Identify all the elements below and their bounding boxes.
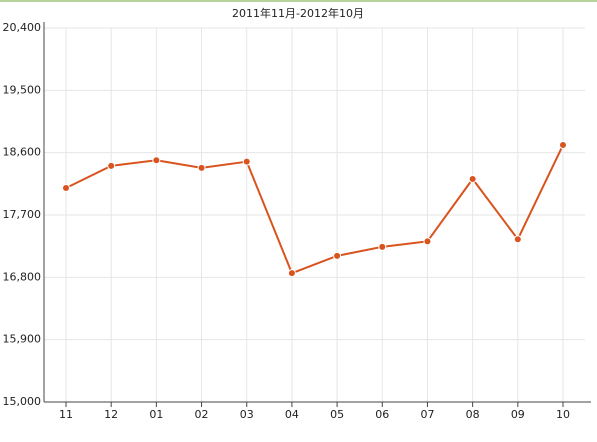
y-tick-label: 15,900 xyxy=(3,333,42,346)
point xyxy=(62,183,70,192)
x-tick-label: 12 xyxy=(104,408,118,421)
point xyxy=(468,174,477,183)
x-tick-label: 07 xyxy=(420,408,434,421)
point xyxy=(333,251,342,260)
point xyxy=(287,269,296,278)
point xyxy=(513,235,522,244)
x-tick-label: 09 xyxy=(511,408,525,421)
x-tick-label: 01 xyxy=(149,408,163,421)
point xyxy=(378,242,387,251)
x-tick-label: 10 xyxy=(556,408,570,421)
point xyxy=(197,163,206,172)
y-tick-label: 18,600 xyxy=(3,146,42,159)
point xyxy=(423,237,432,246)
point xyxy=(559,141,567,150)
x-tick-label: 04 xyxy=(285,408,299,421)
point xyxy=(152,156,161,165)
y-tick-label: 19,500 xyxy=(3,83,42,96)
x-tick-label: 11 xyxy=(59,408,73,421)
chart-title: 2011年11月-2012年10月 xyxy=(232,6,364,20)
point xyxy=(242,157,251,166)
x-tick-label: 03 xyxy=(240,408,254,421)
x-tick-label: 06 xyxy=(375,408,389,421)
y-tick-label: 20,400 xyxy=(3,21,42,34)
x-tick-label: 02 xyxy=(195,408,209,421)
y-tick-label: 15,000 xyxy=(3,395,42,408)
line xyxy=(65,144,564,275)
y-tick-label: 16,800 xyxy=(3,270,42,283)
top-border xyxy=(0,0,597,2)
point xyxy=(107,161,116,170)
x-tick-label: 05 xyxy=(330,408,344,421)
y-tick-label: 17,700 xyxy=(3,208,42,221)
x-tick-label: 08 xyxy=(466,408,480,421)
